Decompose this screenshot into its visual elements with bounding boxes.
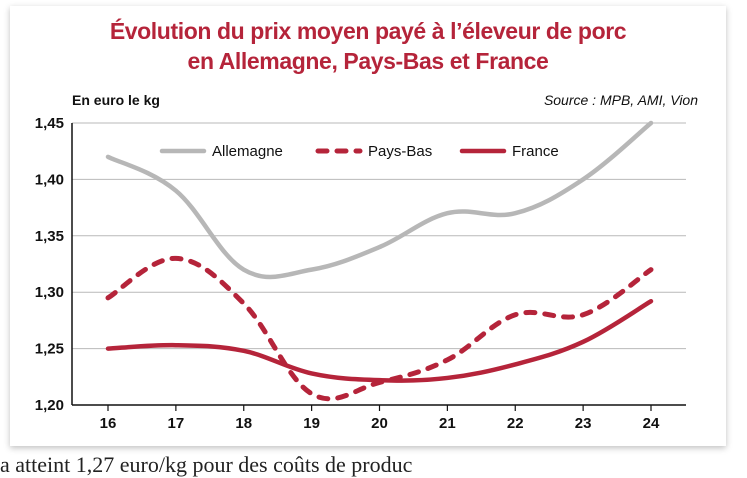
x-tick-label: 23	[575, 415, 592, 432]
x-tick-label: 20	[371, 415, 388, 432]
y-tick-label: 1,20	[35, 397, 64, 414]
y-tick-label: 1,25	[35, 341, 64, 358]
x-tick-label: 18	[235, 415, 252, 432]
legend-label: Allemagne	[212, 143, 283, 160]
x-tick-label: 22	[507, 415, 524, 432]
legend-label: France	[512, 143, 559, 160]
y-tick-label: 1,35	[35, 228, 64, 245]
x-tick-label: 16	[100, 415, 117, 432]
article-text-fragment: a atteint 1,27 euro/kg pour des coûts de…	[0, 452, 747, 478]
x-tick-label: 21	[439, 415, 456, 432]
series-line-france	[108, 301, 651, 380]
legend-label: Pays-Bas	[368, 143, 432, 160]
y-tick-label: 1,40	[35, 171, 64, 188]
series-line-pays-bas	[108, 258, 651, 398]
y-tick-label: 1,30	[35, 284, 64, 301]
x-tick-label: 17	[168, 415, 185, 432]
x-tick-label: 19	[303, 415, 320, 432]
x-tick-label: 24	[643, 415, 660, 432]
y-tick-label: 1,45	[35, 115, 64, 132]
